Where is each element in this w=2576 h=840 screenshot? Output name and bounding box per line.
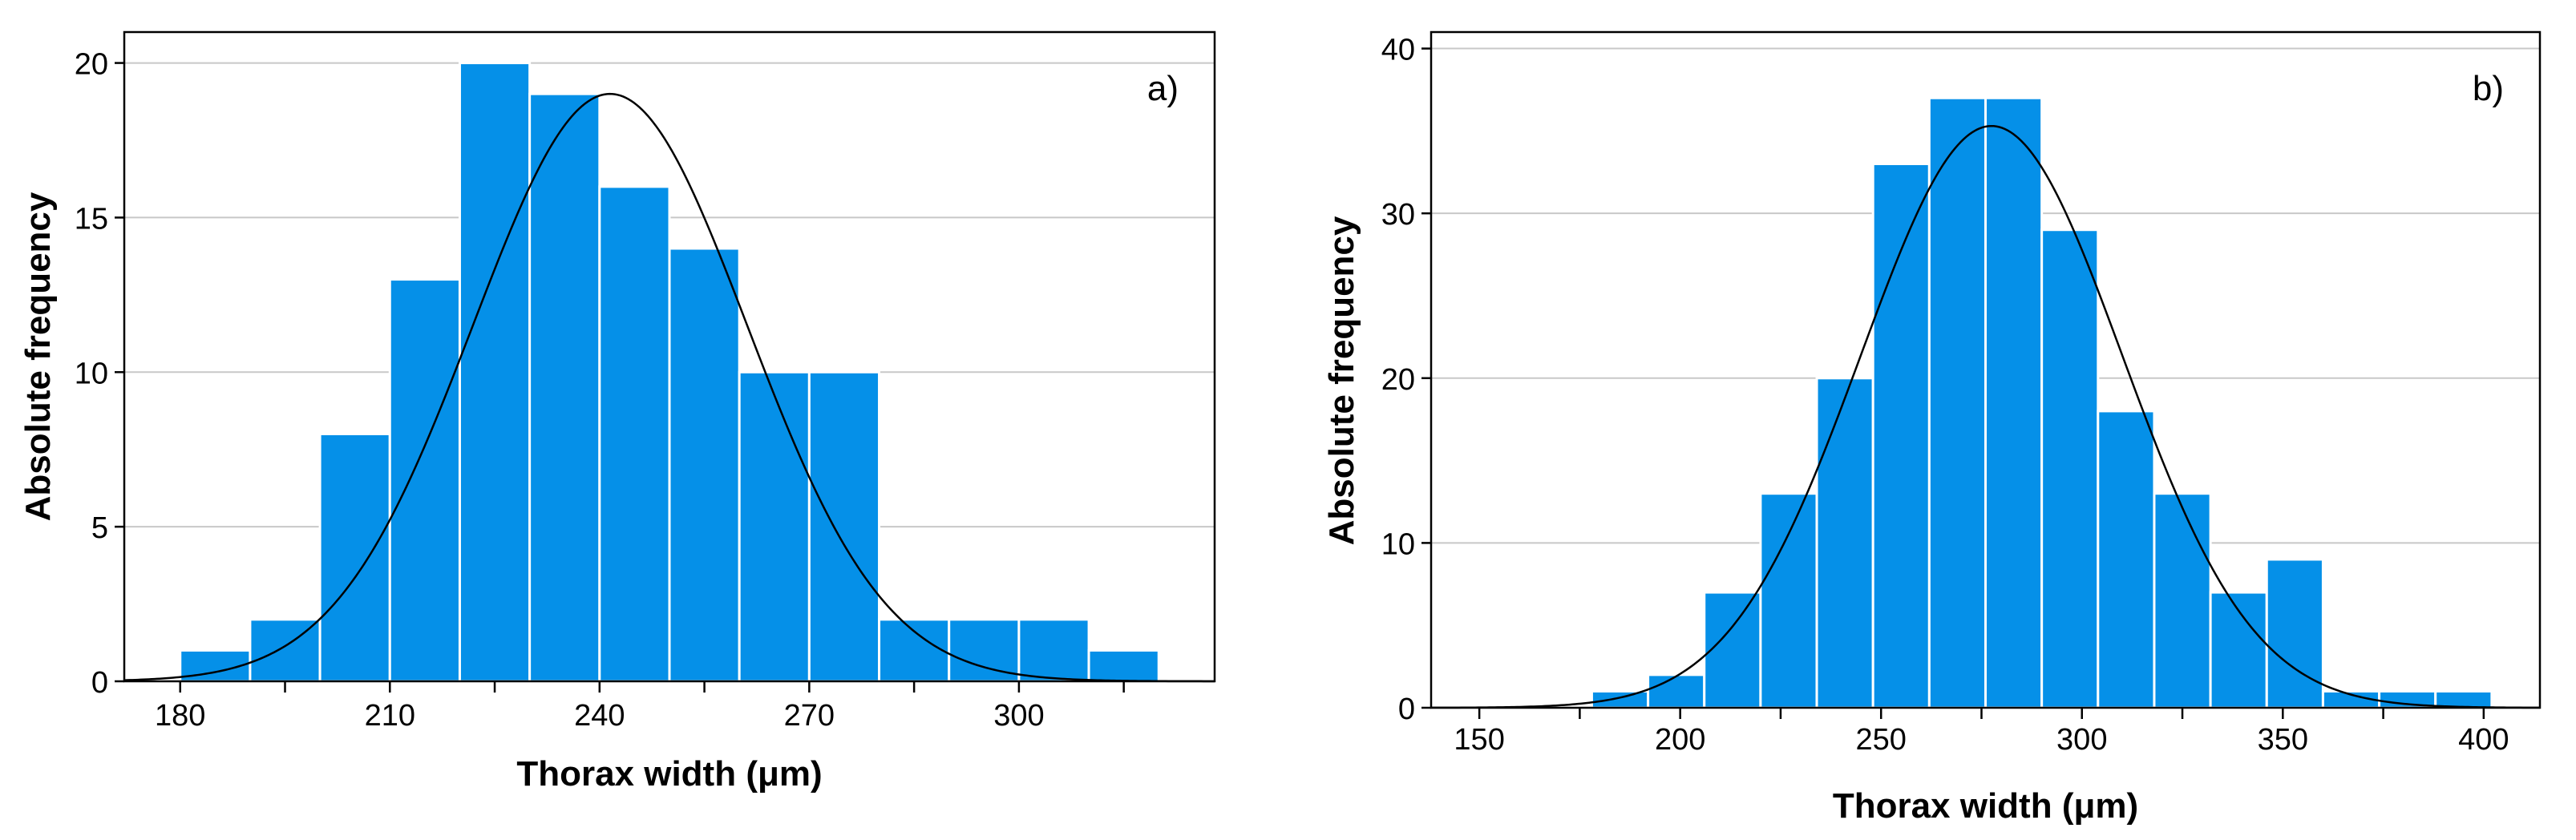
histogram-bar (807, 370, 881, 683)
x-tick-label: 150 (1454, 723, 1504, 757)
plot-frame (123, 30, 1216, 683)
histogram-bar (2434, 689, 2493, 709)
histogram-panel-b: 0 10 20 30 40 150 200 250 300 350 400 Thorax width … (1322, 30, 2542, 826)
histogram-bar (1590, 689, 1650, 709)
x-tick-label: 200 (1655, 723, 1705, 757)
normal-curve (123, 92, 1215, 683)
y-axis-title: Absolute frequency (1322, 216, 1361, 545)
panel-label: a) (1147, 69, 1179, 108)
x-tick-label: 300 (993, 699, 1044, 733)
histogram-bar (1703, 591, 1762, 709)
histogram-bar (1871, 162, 1931, 709)
y-tick-label: 30 (1381, 198, 1415, 232)
panel-label: b) (2473, 69, 2504, 108)
x-tick-label: 400 (2458, 723, 2509, 757)
histogram-bar (2040, 228, 2100, 709)
y-tick-label: 5 (91, 511, 108, 545)
histogram-bar (1017, 618, 1090, 683)
x-tick-label: 250 (1856, 723, 1907, 757)
histogram-bar (1759, 492, 1818, 709)
y-tick-label: 10 (75, 357, 108, 390)
x-tick-label: 240 (574, 699, 625, 733)
y-tick-label: 0 (91, 666, 108, 700)
x-tick-label: 350 (2258, 723, 2308, 757)
histogram-bar (2265, 558, 2324, 709)
histogram-bar (598, 185, 671, 683)
y-tick-label: 15 (75, 202, 108, 236)
histogram-bar (1815, 377, 1874, 709)
y-tick-label: 20 (1381, 363, 1415, 397)
x-tick-label: 300 (2056, 723, 2107, 757)
histogram-bar (318, 432, 391, 683)
y-tick-label: 20 (75, 48, 108, 82)
x-tick-label: 210 (365, 699, 415, 733)
histogram-bar (1984, 96, 2044, 709)
histogram-bar (668, 247, 741, 683)
histogram-bar (1927, 96, 1988, 709)
x-tick-label: 180 (155, 699, 205, 733)
histogram-bar (2153, 492, 2212, 709)
histogram-bar (878, 618, 951, 683)
histogram-bar (458, 62, 532, 683)
x-axis-title: Thorax width (μm) (1833, 786, 2138, 826)
y-tick-label: 40 (1381, 34, 1415, 67)
histogram-bar (738, 370, 811, 683)
y-tick-label: 10 (1381, 527, 1415, 561)
y-tick-label: 0 (1398, 693, 1415, 726)
histogram-panel-a: 0 5 10 15 20 180 210 240 270 300 Thorax width (μm)… (18, 30, 1216, 794)
histogram-bar (1647, 673, 1706, 709)
histogram-bar (948, 618, 1021, 683)
histogram-bar (1087, 648, 1160, 683)
histogram-bar (528, 92, 601, 683)
y-axis-title: Absolute frequency (18, 192, 58, 521)
histogram-bar (388, 278, 461, 683)
plot-frame (1430, 30, 2542, 709)
x-tick-label: 270 (784, 699, 835, 733)
histogram-bar (2097, 410, 2156, 709)
x-axis-title: Thorax width (μm) (516, 754, 822, 794)
normal-curve (1430, 124, 2541, 709)
